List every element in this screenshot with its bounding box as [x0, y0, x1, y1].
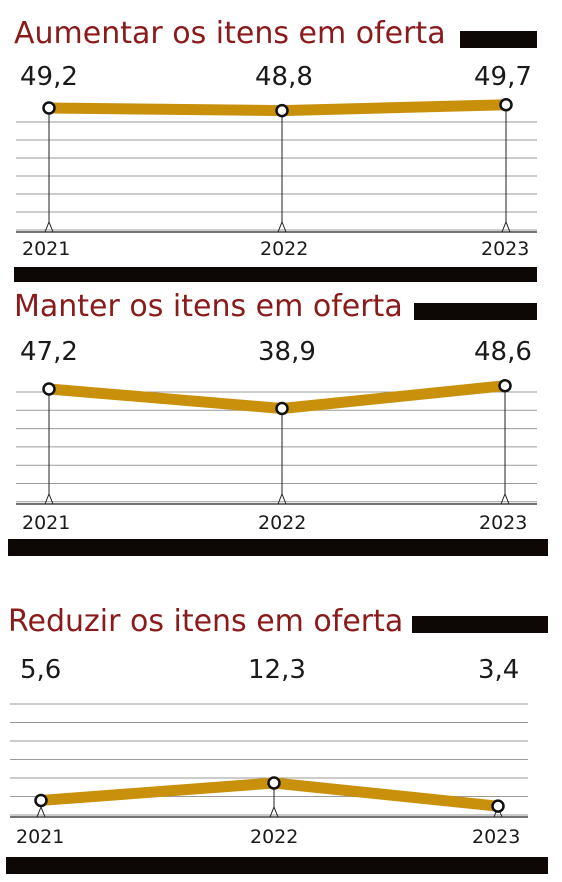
year-label-2021: 2021: [16, 826, 65, 848]
bottom-bar: [8, 539, 548, 556]
value-label-2023: 48,6: [474, 337, 532, 367]
data-point-2022: [267, 776, 281, 790]
data-point-2023: [499, 98, 513, 112]
value-label-2021: 49,2: [20, 62, 78, 92]
panel-title: Aumentar os itens em oferta: [14, 16, 446, 51]
bottom-bar: [14, 267, 537, 282]
drop-foot-2022: [277, 220, 287, 233]
value-label-2023: 3,4: [478, 655, 520, 685]
data-point-2021: [42, 382, 56, 396]
drop-foot-2021: [44, 220, 54, 233]
panel-title: Manter os itens em oferta: [14, 289, 403, 324]
year-label-2023: 2023: [479, 512, 528, 534]
data-point-2022: [275, 103, 289, 118]
year-label-2023: 2023: [481, 238, 530, 260]
bottom-bar: [6, 857, 548, 874]
year-label-2023: 2023: [472, 826, 521, 848]
value-label-2021: 5,6: [20, 655, 62, 685]
year-label-2021: 2021: [22, 238, 71, 260]
value-label-2022: 48,8: [255, 62, 313, 92]
data-point-2021: [42, 101, 56, 115]
drop-foot-2021: [44, 492, 54, 505]
data-point-2021: [34, 793, 48, 808]
drop-foot-2023: [500, 492, 510, 505]
drop-foot-2022: [277, 492, 287, 505]
title-bar: [414, 303, 537, 320]
value-label-2022: 38,9: [258, 337, 316, 367]
year-label-2021: 2021: [22, 512, 71, 534]
title-bar: [412, 616, 548, 633]
panel-title: Reduzir os itens em oferta: [8, 604, 404, 639]
year-label-2022: 2022: [250, 826, 299, 848]
drop-foot-2023: [501, 220, 511, 233]
value-label-2021: 47,2: [20, 337, 78, 367]
data-point-2022: [275, 401, 289, 416]
value-label-2022: 12,3: [248, 655, 306, 685]
data-point-2023: [498, 378, 512, 393]
value-label-2023: 49,7: [474, 62, 532, 92]
data-point-2023: [491, 799, 505, 813]
drop-foot-2022: [269, 805, 279, 818]
title-bar: [460, 31, 537, 48]
year-label-2022: 2022: [260, 238, 309, 260]
year-label-2022: 2022: [258, 512, 307, 534]
